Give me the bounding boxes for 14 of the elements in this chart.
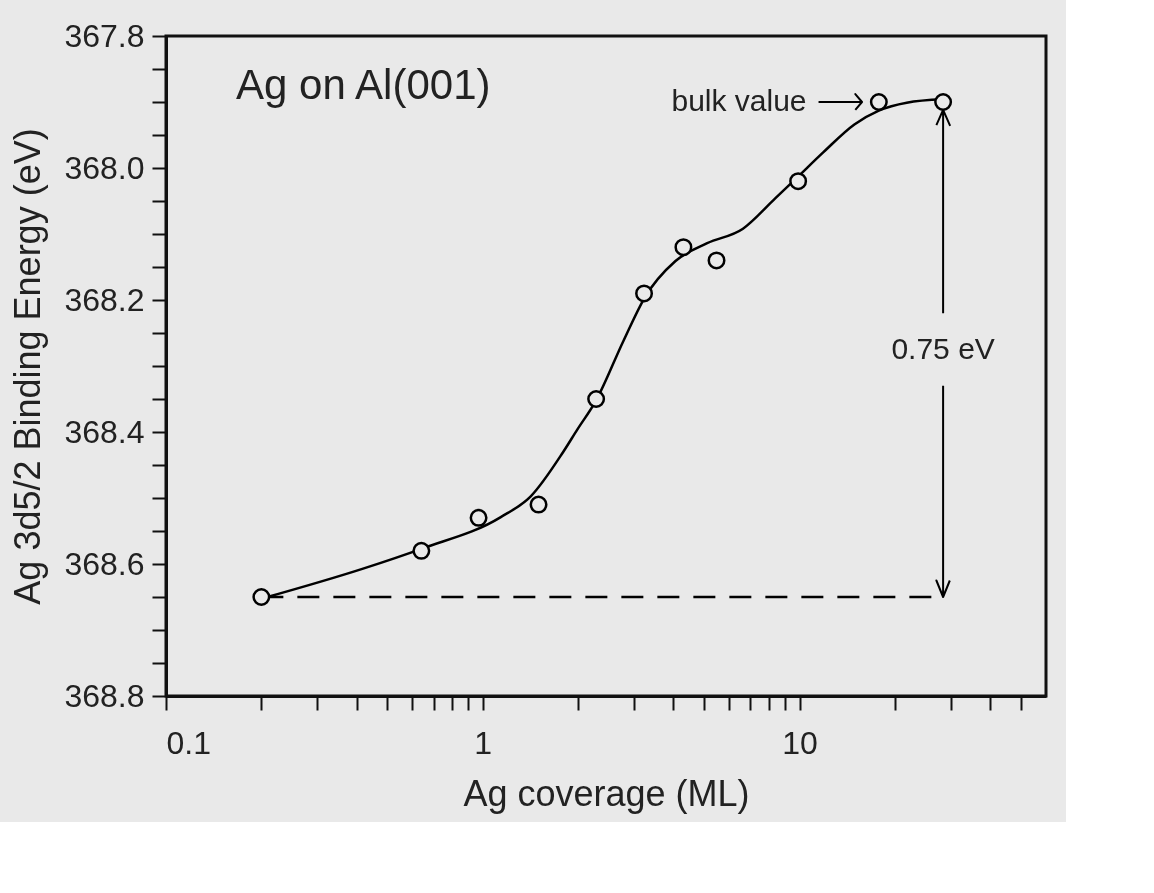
y-tick-label: 368.4 (64, 413, 145, 450)
annotation: 0.75 eV (891, 331, 995, 365)
x-tick-label: 1 (474, 724, 493, 761)
y-tick-label: 368.2 (64, 281, 145, 318)
x-tick-label: 0.1 (166, 724, 211, 761)
y-tick-label: 368.6 (64, 545, 145, 582)
text: Ag on Al(001) (236, 61, 491, 108)
x-tick-label: 10 (782, 724, 818, 761)
y-tick-label: 368.0 (64, 149, 145, 186)
x-axis-title: Ag coverage (ML) (463, 772, 750, 814)
y-axis-title: Ag 3d5/2 Binding Energy (eV) (7, 128, 49, 605)
annotation: bulk value (671, 84, 807, 117)
y-tick-label: 368.8 (64, 677, 145, 714)
y-tick-label: 367.8 (64, 17, 145, 54)
